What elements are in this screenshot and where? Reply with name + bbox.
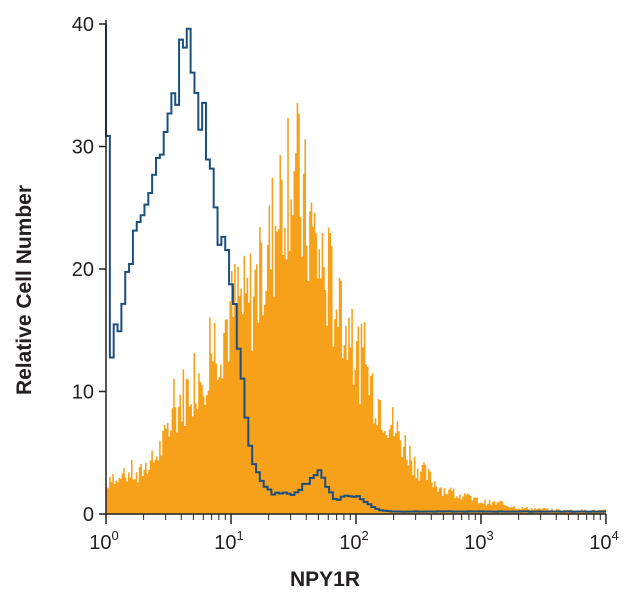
y-tick-label: 0 xyxy=(83,504,94,526)
x-axis-label: NPY1R xyxy=(290,568,361,591)
series-0-filled-histogram xyxy=(106,102,606,514)
y-tick-label: 20 xyxy=(72,259,94,281)
x-tick-label: 102 xyxy=(339,528,368,554)
y-tick-label: 40 xyxy=(72,14,94,36)
series-layer xyxy=(105,24,606,514)
y-tick-label: 30 xyxy=(72,137,94,159)
y-axis-label-container: Relative Cell Number xyxy=(2,120,48,460)
y-axis-label: Relative Cell Number xyxy=(13,184,36,396)
y-tick-label: 10 xyxy=(72,382,94,404)
x-tick-label: 100 xyxy=(89,528,118,554)
x-tick-label: 103 xyxy=(464,528,493,554)
y-axis-ticks: 0 10 20 30 40 xyxy=(72,14,106,526)
x-tick-label: 101 xyxy=(214,528,243,554)
series-1-outline-histogram xyxy=(105,24,606,513)
x-axis-ticks: 100 101 102 103 104 xyxy=(89,514,619,554)
x-tick-label: 104 xyxy=(589,528,618,554)
